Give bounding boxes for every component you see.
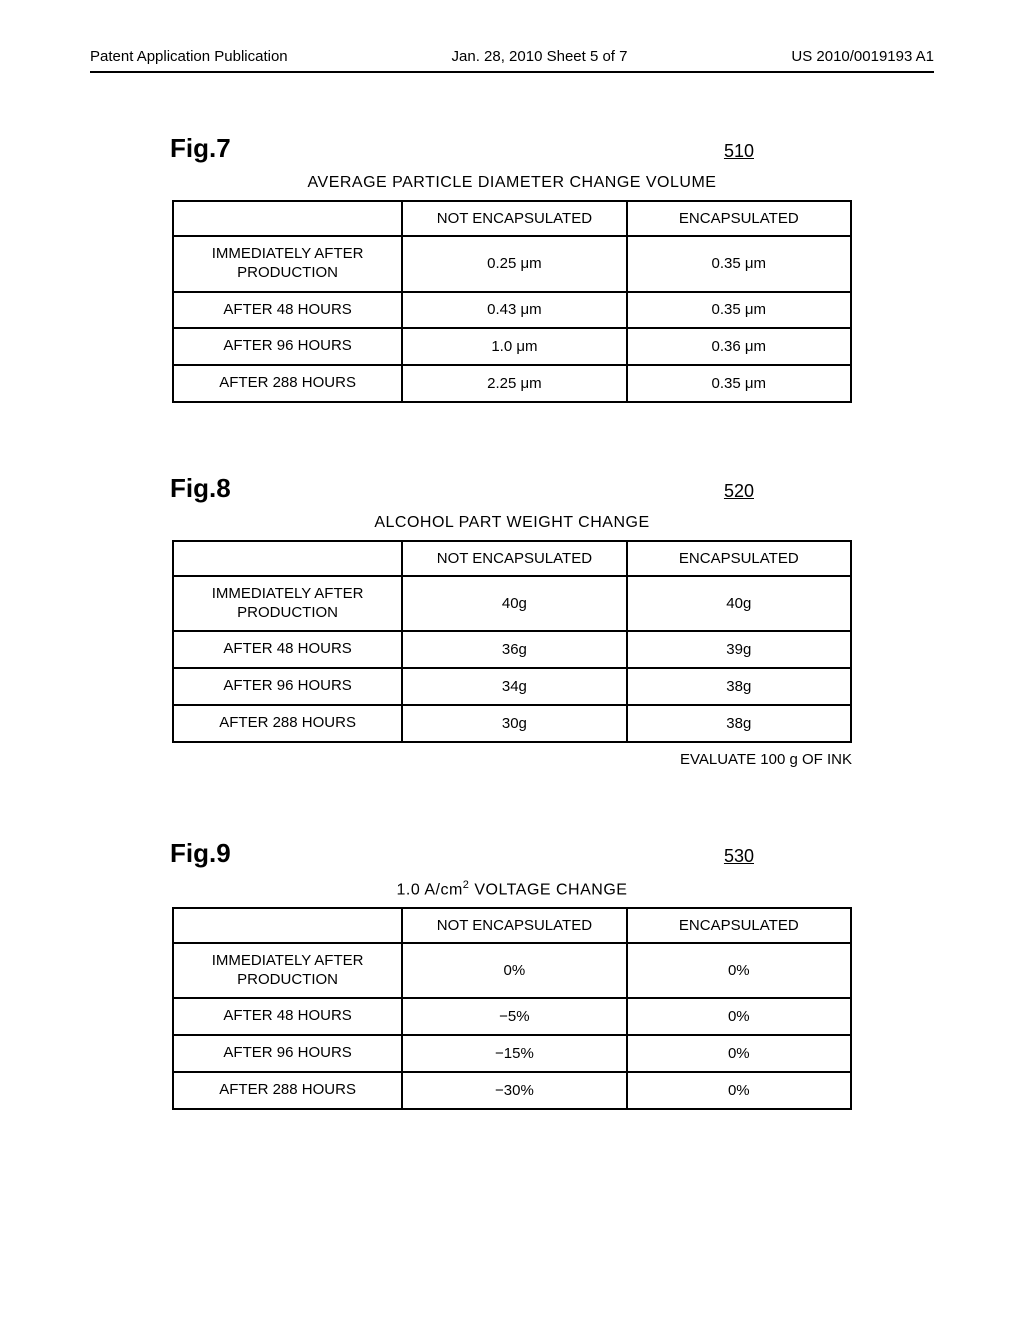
table-header-cell: ENCAPSULATED [627,201,851,236]
data-cell: 30g [402,705,626,742]
data-table: NOT ENCAPSULATEDENCAPSULATEDIMMEDIATELY … [172,907,852,1110]
figure-block: Fig.8 520 ALCOHOL PART WEIGHT CHANGE NOT EN… [90,473,934,768]
table-row: AFTER 288 HOURS−30%0% [173,1072,851,1109]
data-cell: 0.35 μm [627,292,851,329]
table-title: 1.0 A/cm2 VOLTAGE CHANGE [90,879,934,899]
table-header-blank [173,908,402,943]
table-header-cell: ENCAPSULATED [627,908,851,943]
row-label-cell: IMMEDIATELY AFTERPRODUCTION [173,236,402,292]
table-header-cell: ENCAPSULATED [627,541,851,576]
table-row: IMMEDIATELY AFTERPRODUCTION0.25 μm0.35 μ… [173,236,851,292]
data-cell: 0% [627,943,851,999]
data-cell: 34g [402,668,626,705]
data-cell: −15% [402,1035,626,1072]
figure-block: Fig.9 530 1.0 A/cm2 VOLTAGE CHANGE NOT ENCA… [90,838,934,1110]
table-row: AFTER 288 HOURS2.25 μm0.35 μm [173,365,851,402]
data-cell: 0% [627,1035,851,1072]
data-table: NOT ENCAPSULATEDENCAPSULATEDIMMEDIATELY … [172,200,852,403]
table-header-cell: NOT ENCAPSULATED [402,541,626,576]
figure-label: Fig.8 [170,473,231,504]
table-row: AFTER 48 HOURS0.43 μm0.35 μm [173,292,851,329]
figure-header-row: Fig.9 530 [90,838,934,869]
table-row: IMMEDIATELY AFTERPRODUCTION0%0% [173,943,851,999]
data-table: NOT ENCAPSULATEDENCAPSULATEDIMMEDIATELY … [172,540,852,743]
table-title: ALCOHOL PART WEIGHT CHANGE [90,514,934,532]
data-cell: 0.35 μm [627,236,851,292]
figure-reference-number: 510 [724,141,754,162]
figure-label: Fig.7 [170,133,231,164]
row-label-cell: AFTER 96 HOURS [173,1035,402,1072]
table-row: AFTER 96 HOURS1.0 μm0.36 μm [173,328,851,365]
data-cell: 0.25 μm [402,236,626,292]
row-label-cell: IMMEDIATELY AFTERPRODUCTION [173,576,402,632]
table-header-row: NOT ENCAPSULATEDENCAPSULATED [173,541,851,576]
data-cell: 0% [627,1072,851,1109]
data-cell: 2.25 μm [402,365,626,402]
table-row: AFTER 48 HOURS−5%0% [173,998,851,1035]
data-cell: 0.43 μm [402,292,626,329]
data-cell: 0% [402,943,626,999]
figure-header-row: Fig.7 510 [90,133,934,164]
table-header-row: NOT ENCAPSULATEDENCAPSULATED [173,201,851,236]
row-label-cell: AFTER 288 HOURS [173,705,402,742]
data-cell: 0% [627,998,851,1035]
row-label-cell: AFTER 288 HOURS [173,365,402,402]
figure-block: Fig.7 510 AVERAGE PARTICLE DIAMETER CHANGE… [90,133,934,403]
page-header: Patent Application Publication Jan. 28, … [90,48,934,73]
data-cell: 40g [627,576,851,632]
row-label-cell: AFTER 96 HOURS [173,668,402,705]
figure-header-row: Fig.8 520 [90,473,934,504]
header-right: US 2010/0019193 A1 [791,48,934,65]
figures-container: Fig.7 510 AVERAGE PARTICLE DIAMETER CHANGE… [90,133,934,1110]
table-row: AFTER 96 HOURS34g38g [173,668,851,705]
figure-reference-number: 520 [724,481,754,502]
table-header-blank [173,201,402,236]
data-cell: −5% [402,998,626,1035]
table-title: AVERAGE PARTICLE DIAMETER CHANGE VOLUME [90,174,934,192]
data-cell: 38g [627,668,851,705]
row-label-cell: IMMEDIATELY AFTERPRODUCTION [173,943,402,999]
row-label-cell: AFTER 48 HOURS [173,631,402,668]
data-cell: 36g [402,631,626,668]
data-cell: 40g [402,576,626,632]
row-label-cell: AFTER 48 HOURS [173,292,402,329]
figure-label: Fig.9 [170,838,231,869]
data-cell: 0.36 μm [627,328,851,365]
header-left: Patent Application Publication [90,48,288,65]
data-cell: 38g [627,705,851,742]
table-row: AFTER 48 HOURS36g39g [173,631,851,668]
header-center: Jan. 28, 2010 Sheet 5 of 7 [452,48,628,65]
row-label-cell: AFTER 48 HOURS [173,998,402,1035]
data-cell: −30% [402,1072,626,1109]
table-row: AFTER 96 HOURS−15%0% [173,1035,851,1072]
row-label-cell: AFTER 96 HOURS [173,328,402,365]
data-cell: 0.35 μm [627,365,851,402]
data-cell: 1.0 μm [402,328,626,365]
table-row: AFTER 288 HOURS30g38g [173,705,851,742]
table-header-cell: NOT ENCAPSULATED [402,201,626,236]
table-footnote: EVALUATE 100 g OF INK [172,751,852,768]
table-header-cell: NOT ENCAPSULATED [402,908,626,943]
row-label-cell: AFTER 288 HOURS [173,1072,402,1109]
table-row: IMMEDIATELY AFTERPRODUCTION40g40g [173,576,851,632]
patent-page: Patent Application Publication Jan. 28, … [0,0,1024,1240]
data-cell: 39g [627,631,851,668]
table-header-row: NOT ENCAPSULATEDENCAPSULATED [173,908,851,943]
figure-reference-number: 530 [724,846,754,867]
table-header-blank [173,541,402,576]
